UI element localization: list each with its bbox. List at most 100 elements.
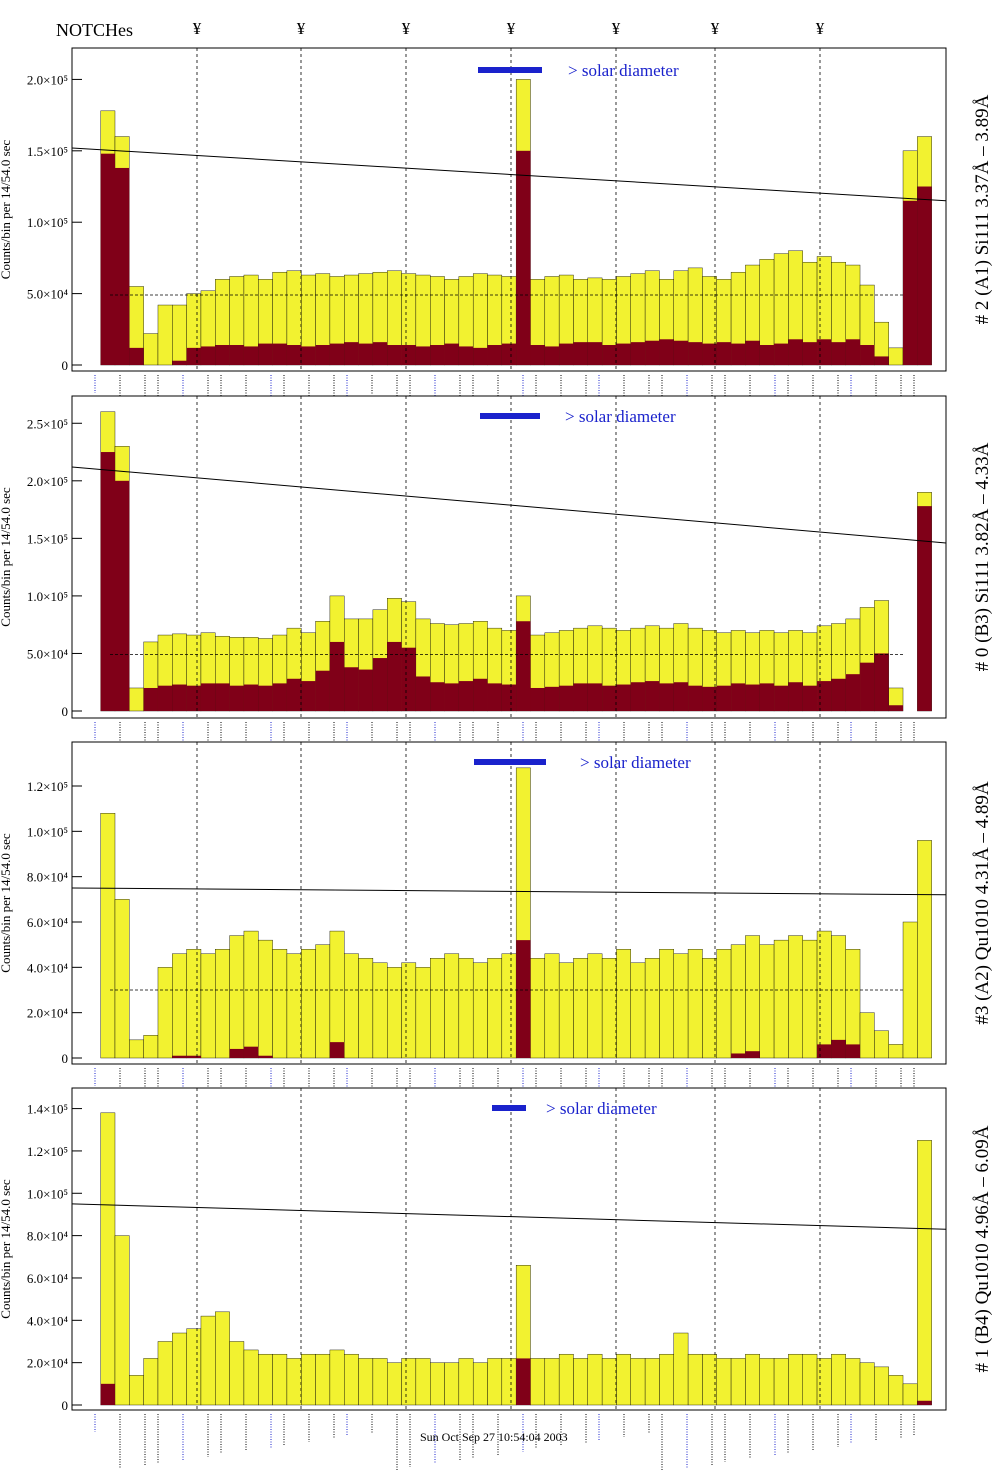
component-bar <box>673 340 689 365</box>
component-bar <box>731 343 746 365</box>
component-bar <box>329 641 345 711</box>
component-bar <box>172 684 187 711</box>
component-bar <box>100 153 115 365</box>
component-bar <box>860 662 875 711</box>
component-bar <box>630 682 646 711</box>
total-bar <box>673 1332 689 1406</box>
component-bar <box>344 342 359 365</box>
y-tick-label: 2.5×10⁵ <box>27 416 68 431</box>
component-bar <box>415 346 431 365</box>
total-bar <box>616 949 631 1059</box>
y-tick-label: 5.0×10⁴ <box>27 287 69 302</box>
total-bar <box>387 1362 402 1406</box>
legend-swatch <box>480 413 540 419</box>
total-bar <box>129 1039 144 1059</box>
component-bar <box>473 347 488 365</box>
total-bar <box>415 967 431 1059</box>
component-bar <box>788 339 803 365</box>
total-bar <box>587 953 603 1059</box>
total-bar <box>573 958 589 1059</box>
component-bar <box>516 621 531 711</box>
component-bar <box>458 681 474 711</box>
component-bar <box>315 670 330 711</box>
component-bar <box>114 480 130 711</box>
total-bar <box>344 953 359 1059</box>
component-bar <box>272 683 287 711</box>
component-bar <box>573 683 588 711</box>
component-bar <box>215 345 230 365</box>
component-bar <box>229 1048 244 1058</box>
component-bar <box>387 641 402 711</box>
component-bar <box>917 1400 932 1405</box>
component-bar <box>143 687 158 711</box>
component-bar <box>544 346 560 365</box>
total-bar <box>730 944 746 1059</box>
component-bar <box>917 506 932 711</box>
component-bar <box>788 682 803 711</box>
total-bar <box>430 958 445 1059</box>
component-bar <box>817 339 832 365</box>
total-bar <box>759 1358 775 1406</box>
component-bar <box>774 343 789 365</box>
component-bar <box>258 343 273 365</box>
component-bar <box>186 685 201 711</box>
total-bar <box>659 949 674 1059</box>
total-bar <box>401 1358 417 1406</box>
total-bar <box>745 1353 760 1406</box>
component-bar <box>129 347 144 365</box>
y-tick-label: 8.0×10⁴ <box>27 870 69 885</box>
component-bar <box>673 682 689 711</box>
y-tick-label: 0 <box>62 1051 69 1066</box>
total-bar <box>716 949 732 1059</box>
total-bar <box>315 1353 331 1406</box>
y-tick-label: 2.0×10⁵ <box>27 474 68 489</box>
component-bar <box>172 1055 187 1058</box>
y-axis-label: Counts/bin per 14/54.0 sec <box>0 1179 13 1319</box>
component-bar <box>903 200 918 365</box>
total-bar <box>487 1358 503 1406</box>
legend-swatch <box>478 67 542 73</box>
total-bar <box>788 935 803 1059</box>
total-bar <box>659 1353 674 1406</box>
total-bar <box>859 1362 875 1406</box>
chart-panel-0: 0 5.0×10⁴ 1.0×10⁵ 1.5×10⁵ 2.0×10⁵ Counts/bin … <box>0 47 993 432</box>
total-bar <box>644 958 660 1059</box>
total-bar <box>344 1353 359 1406</box>
total-bar <box>458 1358 474 1406</box>
component-bar <box>860 345 875 365</box>
component-bar <box>702 343 717 365</box>
total-bar <box>186 1328 202 1406</box>
legend-swatch <box>474 759 546 765</box>
total-bar <box>301 949 316 1059</box>
total-bar <box>358 958 374 1059</box>
component-bar <box>731 683 746 711</box>
total-bar <box>329 930 345 1059</box>
component-bar <box>229 685 244 711</box>
y-axis-label: Counts/bin per 14/54.0 sec <box>0 833 13 973</box>
component-bar <box>430 345 445 365</box>
total-bar <box>243 930 259 1059</box>
component-bar <box>716 685 732 711</box>
component-bar <box>114 167 130 365</box>
component-bar <box>372 658 388 711</box>
component-bar <box>874 653 889 711</box>
total-bar <box>229 935 245 1059</box>
total-bar <box>759 944 775 1059</box>
total-bar <box>802 1353 818 1406</box>
y-tick-label: 1.0×10⁵ <box>27 1186 68 1201</box>
component-bar <box>301 681 316 711</box>
total-bar <box>372 1358 388 1406</box>
total-bar <box>773 1358 789 1406</box>
component-bar <box>731 1053 746 1058</box>
component-bar <box>817 681 832 711</box>
total-bar <box>773 939 789 1059</box>
chart-panel-2: 0 2.0×10⁴ 4.0×10⁴ 6.0×10⁴ 8.0×10⁴ 1.0×10⁵ 1.2×… <box>0 741 993 1125</box>
total-bar <box>215 949 230 1059</box>
component-bar <box>215 683 230 711</box>
component-bar <box>802 342 818 365</box>
panel-title: # 1 (B4) Qu1010 4.96Å – 6.09Å <box>972 1125 993 1372</box>
total-bar <box>315 944 331 1059</box>
notch-marker: ¥ <box>192 19 202 38</box>
component-bar <box>387 345 402 365</box>
component-bar <box>458 346 474 365</box>
